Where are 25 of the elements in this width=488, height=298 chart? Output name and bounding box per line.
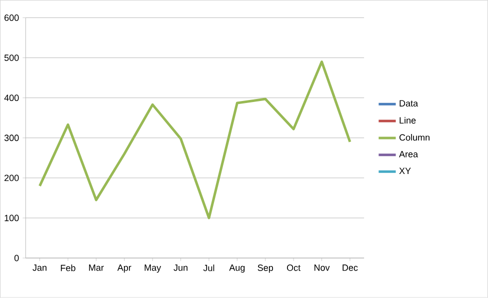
y-tick-label: 400 <box>4 94 19 102</box>
x-tick-label: Dec <box>342 264 358 271</box>
y-tick-label: 300 <box>4 134 19 142</box>
x-tick-label: Jan <box>32 264 46 271</box>
x-tick-label: Feb <box>60 264 76 272</box>
y-tick-label: 0 <box>14 254 19 262</box>
x-tick-label: May <box>144 264 162 273</box>
legend-label: Column <box>399 134 430 141</box>
legend-label: Data <box>400 100 418 107</box>
y-tick-label: 200 <box>4 174 19 182</box>
x-tick-label: Mar <box>89 264 104 271</box>
x-tick-label: Nov <box>314 264 330 271</box>
legend-label: Line <box>400 117 416 124</box>
x-tick-label: Jul <box>203 264 214 272</box>
x-tick-label: Apr <box>117 264 132 273</box>
line-series <box>38 60 352 220</box>
x-tick-label: Aug <box>229 264 245 273</box>
y-tick-label: 100 <box>4 214 19 222</box>
legend-label: XY <box>399 168 411 174</box>
x-tick-label: Sep <box>258 264 273 273</box>
y-tick-label: 600 <box>4 14 19 22</box>
x-tick-label: Oct <box>286 264 301 272</box>
x-tick-label: Jun <box>174 264 188 271</box>
y-tick-label: 500 <box>4 54 19 62</box>
legend-label: Area <box>399 151 418 158</box>
